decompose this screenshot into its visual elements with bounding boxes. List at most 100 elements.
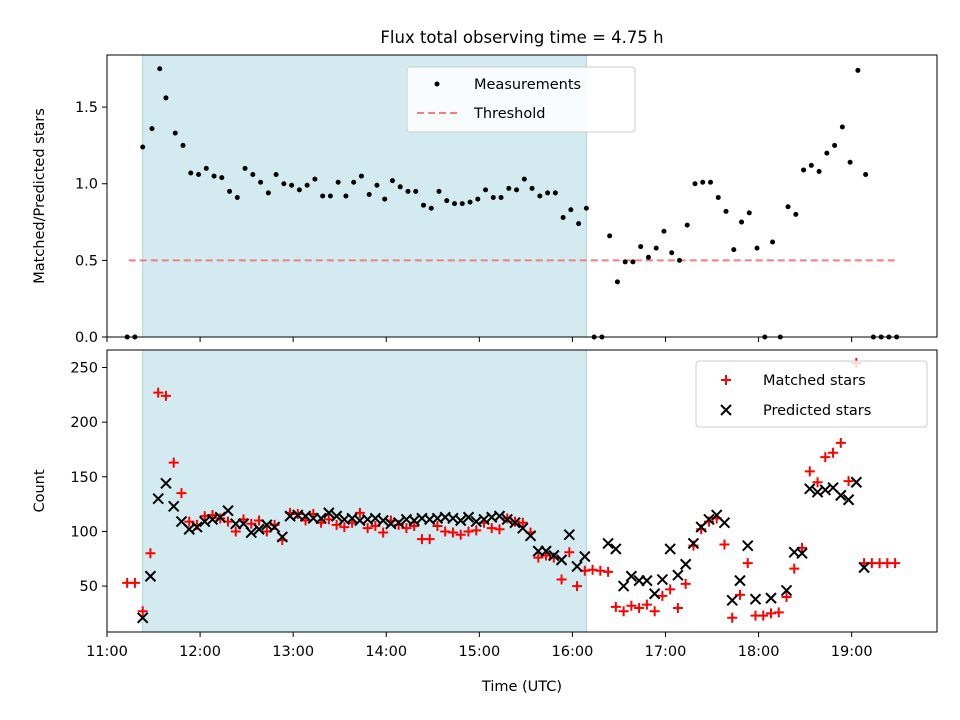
predicted-stars-point (191, 521, 203, 533)
predicted-stars-point (253, 523, 265, 535)
matched-stars-point (595, 565, 606, 576)
y-tick-label: 1.5 (75, 100, 98, 116)
measurement-point (405, 188, 411, 194)
measurement-point (638, 244, 644, 250)
measurement-point (583, 205, 589, 211)
legend-measurements-marker (434, 81, 440, 87)
matched-stars-point (137, 606, 148, 617)
measurement-point (793, 211, 799, 217)
matched-stars-point (153, 387, 164, 398)
predicted-stars-point (656, 573, 669, 586)
matched-stars-point (657, 590, 668, 601)
measurement-point (839, 124, 845, 130)
measurement-point (140, 144, 146, 150)
measurement-point (746, 210, 752, 216)
measurement-point (149, 126, 155, 132)
predicted-stars-point (323, 507, 335, 519)
measurement-point (847, 159, 853, 165)
predicted-stars-point (144, 570, 157, 582)
matched-stars-point (804, 466, 815, 477)
measurement-point (661, 228, 667, 234)
measurement-point (265, 190, 271, 196)
measurement-point (436, 188, 442, 194)
measurement-point (444, 198, 450, 204)
measurement-point (614, 279, 620, 285)
predicted-stars-point (315, 512, 327, 525)
predicted-stars-point (687, 537, 700, 550)
measurement-point (514, 187, 520, 193)
matched-stars-point (843, 476, 854, 487)
matched-stars-point (835, 437, 846, 448)
legend-matched-marker (721, 375, 731, 385)
measurement-point (413, 188, 419, 194)
y-tick-label: 200 (70, 415, 98, 431)
measurement-point (227, 188, 233, 194)
predicted-stars-point (648, 588, 661, 600)
measurement-point (250, 172, 256, 178)
matched-stars-point (789, 563, 800, 574)
measurement-point (312, 176, 318, 182)
x-tick-label: 11:00 (86, 644, 128, 660)
predicted-stars-point (602, 537, 614, 550)
measurement-point (389, 178, 395, 184)
measurement-point (281, 181, 287, 187)
measurement-point (320, 193, 326, 199)
measurement-point (420, 202, 426, 208)
legend-predicted-label: Predicted stars (763, 403, 871, 419)
measurement-point (545, 190, 551, 196)
measurement-point (715, 195, 721, 201)
measurement-point (157, 66, 163, 72)
predicted-stars-point (804, 483, 816, 495)
predicted-stars-point (136, 612, 149, 624)
measurement-point (785, 204, 791, 210)
measurement-point (669, 250, 675, 256)
x-tick-label: 15:00 (458, 644, 500, 660)
matched-stars-point (409, 520, 420, 531)
measurement-point (537, 193, 543, 199)
matched-stars-point (463, 526, 474, 537)
matched-stars-point (672, 602, 683, 613)
measurement-point (343, 193, 349, 199)
predicted-stars-point (168, 500, 180, 513)
measurement-point (684, 222, 690, 228)
matched-stars-point (634, 602, 645, 613)
measurement-point (863, 172, 869, 178)
measurement-point (304, 182, 310, 188)
matched-stars-point (455, 529, 466, 540)
predicted-stars-point (641, 574, 653, 587)
y-tick-label: 1.0 (75, 177, 98, 193)
predicted-stars-point (796, 547, 808, 560)
plot-frame (106, 349, 938, 633)
matched-stars-point (649, 606, 660, 617)
matched-stars-point (564, 547, 575, 558)
matched-stars-point (494, 524, 505, 535)
predicted-stars-point (850, 476, 863, 488)
measurement-point (172, 130, 178, 136)
matched-stars-point (486, 523, 497, 534)
measurement-point (459, 201, 465, 207)
measurement-point (483, 187, 489, 193)
predicted-stars-point (571, 560, 583, 573)
measurement-point (374, 182, 380, 188)
measurement-point (630, 259, 636, 265)
matched-stars-point (828, 447, 839, 458)
matched-stars-point (773, 607, 784, 618)
predicted-stars-point (392, 516, 405, 529)
measurement-point (498, 195, 504, 201)
measurement-point (335, 179, 341, 185)
predicted-stars-point (509, 516, 521, 529)
legend-measurements-label: Measurements (474, 77, 581, 93)
y-axis-label: Count (32, 469, 48, 512)
matched-stars-point (610, 601, 621, 612)
y-axis-label: Matched/Predicted stars (32, 108, 48, 284)
predicted-stars-point (672, 569, 684, 581)
measurement-point (258, 179, 264, 185)
matched-stars-point (471, 525, 482, 536)
x-tick-label: 17:00 (645, 644, 687, 660)
measurement-point (366, 191, 372, 197)
predicted-stars-point (501, 513, 513, 526)
predicted-stars-point (734, 574, 746, 587)
matched-stars-point (766, 608, 776, 619)
